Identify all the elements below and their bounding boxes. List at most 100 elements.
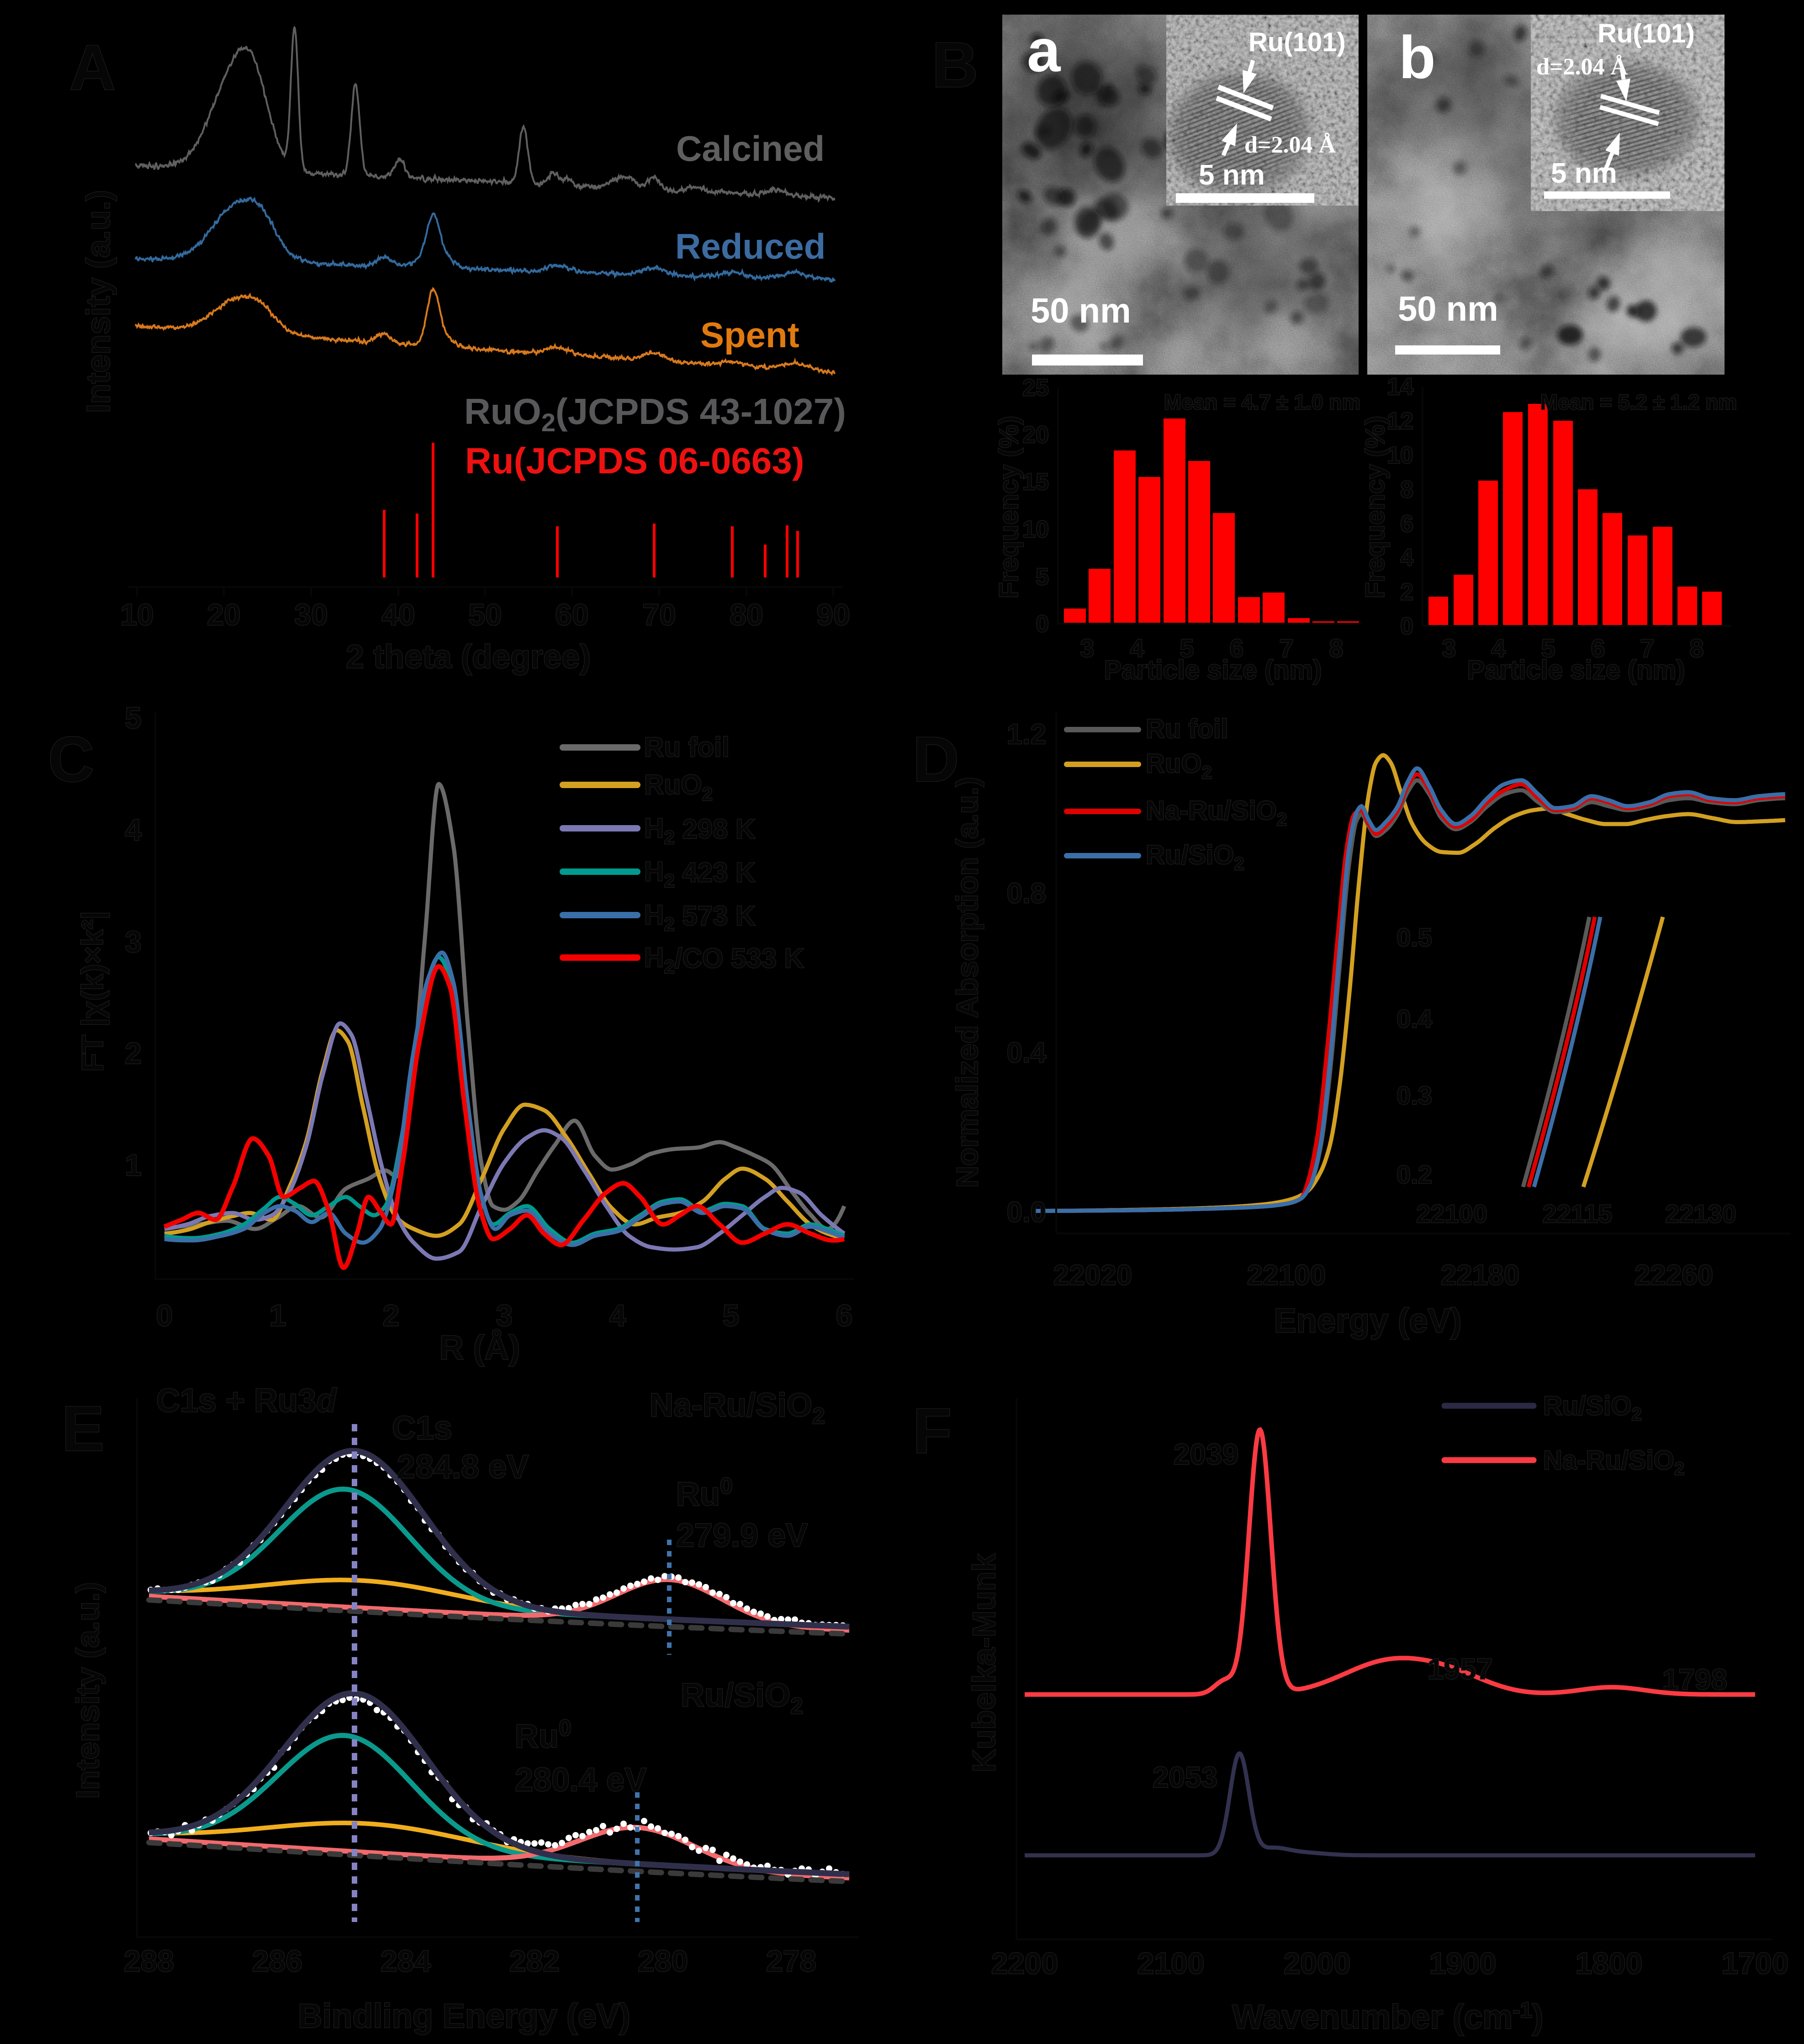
svg-text:C1s: C1s	[392, 1410, 452, 1446]
svg-text:5 nm: 5 nm	[1199, 159, 1265, 191]
svg-text:Normalized Absorption (a.u.): Normalized Absorption (a.u.)	[950, 777, 984, 1188]
svg-text:E: E	[62, 1393, 104, 1464]
svg-text:b: b	[1399, 24, 1436, 91]
svg-text:6: 6	[1400, 511, 1413, 537]
svg-text:10: 10	[1387, 442, 1413, 469]
svg-text:40: 40	[381, 598, 415, 631]
svg-text:22260: 22260	[1635, 1260, 1713, 1291]
svg-text:0.2: 0.2	[1397, 1160, 1432, 1189]
svg-text:284.8 eV: 284.8 eV	[397, 1449, 529, 1485]
svg-text:3: 3	[1080, 634, 1094, 662]
svg-text:5: 5	[723, 1298, 740, 1332]
svg-text:Wavenumber (cm-1): Wavenumber (cm-1)	[1232, 1998, 1543, 2036]
svg-text:5: 5	[125, 701, 142, 735]
svg-text:22130: 22130	[1665, 1199, 1736, 1228]
svg-text:284: 284	[381, 1944, 431, 1978]
svg-text:Intensity (a.u.): Intensity (a.u.)	[80, 190, 117, 413]
svg-text:4: 4	[1130, 634, 1144, 662]
svg-text:B: B	[932, 29, 978, 101]
svg-text:70: 70	[642, 598, 676, 631]
svg-text:1798: 1798	[1662, 1663, 1727, 1696]
svg-text:1: 1	[270, 1298, 286, 1332]
svg-text:0: 0	[1400, 613, 1413, 640]
svg-text:8: 8	[1329, 634, 1343, 662]
svg-text:0.0: 0.0	[1007, 1197, 1046, 1228]
svg-text:0.8: 0.8	[1007, 878, 1046, 909]
svg-text:5 nm: 5 nm	[1551, 158, 1617, 189]
svg-text:RuO2: RuO2	[644, 769, 713, 805]
svg-text:22100: 22100	[1416, 1199, 1487, 1228]
svg-text:Spent: Spent	[700, 315, 799, 355]
svg-text:2: 2	[125, 1036, 142, 1070]
svg-text:22100: 22100	[1247, 1260, 1326, 1291]
svg-text:4: 4	[125, 813, 142, 847]
svg-text:1800: 1800	[1576, 1946, 1643, 1980]
svg-text:20: 20	[207, 598, 240, 631]
svg-text:F: F	[913, 1395, 952, 1467]
svg-text:50 nm: 50 nm	[1398, 290, 1498, 328]
svg-text:R (Å): R (Å)	[439, 1329, 520, 1366]
svg-text:0.5: 0.5	[1397, 923, 1432, 952]
svg-text:4: 4	[1491, 634, 1505, 662]
svg-text:6: 6	[836, 1298, 853, 1332]
svg-text:Mean = 4.7 ± 1.0 nm: Mean = 4.7 ± 1.0 nm	[1164, 390, 1361, 414]
svg-text:1.2: 1.2	[1007, 719, 1046, 750]
svg-text:2000: 2000	[1284, 1946, 1351, 1980]
svg-text:12: 12	[1387, 408, 1413, 434]
svg-text:5: 5	[1036, 564, 1049, 590]
svg-text:20: 20	[1022, 422, 1049, 448]
svg-text:1900: 1900	[1429, 1946, 1497, 1980]
svg-text:7: 7	[1640, 634, 1654, 662]
svg-text:2100: 2100	[1137, 1946, 1205, 1980]
svg-text:50 nm: 50 nm	[1031, 291, 1131, 330]
svg-text:5: 5	[1180, 634, 1194, 662]
svg-text:7: 7	[1279, 634, 1293, 662]
svg-text:4: 4	[609, 1298, 626, 1332]
svg-text:Ru/SiO2: Ru/SiO2	[681, 1677, 803, 1719]
svg-text:Ru(JCPDS 06-0663): Ru(JCPDS 06-0663)	[465, 440, 804, 481]
svg-text:1957: 1957	[1428, 1652, 1492, 1685]
svg-text:2039: 2039	[1174, 1438, 1238, 1471]
svg-text:RuO2: RuO2	[1146, 749, 1212, 783]
svg-text:22020: 22020	[1053, 1260, 1132, 1291]
svg-text:10: 10	[1022, 516, 1049, 543]
svg-text:FT |χ(k)×k²|: FT |χ(k)×k²|	[75, 911, 110, 1072]
svg-text:6: 6	[1229, 634, 1243, 662]
svg-text:D: D	[913, 723, 959, 795]
svg-text:8: 8	[1689, 634, 1703, 662]
svg-text:22115: 22115	[1543, 1199, 1613, 1228]
svg-text:4: 4	[1400, 545, 1413, 571]
svg-text:Frequency (%): Frequency (%)	[1360, 416, 1390, 598]
svg-text:Reduced: Reduced	[675, 226, 825, 266]
svg-text:2200: 2200	[991, 1946, 1058, 1980]
svg-text:3: 3	[125, 925, 142, 958]
svg-text:25: 25	[1022, 375, 1049, 401]
svg-text:30: 30	[294, 598, 328, 631]
svg-text:Calcined: Calcined	[676, 128, 825, 169]
svg-text:H2/CO 533 K: H2/CO 533 K	[644, 942, 804, 977]
svg-text:0: 0	[156, 1298, 173, 1332]
svg-text:Na-Ru/SiO2: Na-Ru/SiO2	[1146, 796, 1287, 830]
svg-text:2: 2	[383, 1298, 400, 1332]
svg-text:A: A	[69, 32, 116, 103]
svg-text:Particle size (nm): Particle size (nm)	[1104, 655, 1322, 685]
svg-text:Na-Ru/SiO2: Na-Ru/SiO2	[1543, 1446, 1684, 1479]
svg-text:80: 80	[730, 598, 763, 631]
svg-text:Mean = 5.2 ± 1.2 nm: Mean = 5.2 ± 1.2 nm	[1540, 390, 1737, 414]
svg-text:90: 90	[816, 598, 850, 631]
svg-text:1: 1	[125, 1148, 142, 1182]
svg-text:15: 15	[1022, 469, 1049, 495]
svg-text:3: 3	[1442, 634, 1456, 662]
svg-text:d=2.04 Å: d=2.04 Å	[1536, 54, 1628, 80]
svg-text:5: 5	[1541, 634, 1555, 662]
svg-text:H2 423 K: H2 423 K	[644, 856, 755, 891]
svg-text:8: 8	[1400, 477, 1413, 503]
svg-text:Particle size (nm): Particle size (nm)	[1467, 655, 1685, 685]
svg-text:Ru/SiO2: Ru/SiO2	[1543, 1391, 1642, 1424]
svg-text:d=2.04 Å: d=2.04 Å	[1244, 132, 1336, 158]
svg-text:H2 573 K: H2 573 K	[644, 900, 755, 935]
svg-text:Ru(101): Ru(101)	[1249, 27, 1346, 57]
svg-text:0.3: 0.3	[1397, 1081, 1432, 1110]
svg-text:Frequency (%): Frequency (%)	[994, 416, 1024, 598]
svg-text:RuO2(JCPDS 43-1027): RuO2(JCPDS 43-1027)	[464, 391, 846, 437]
